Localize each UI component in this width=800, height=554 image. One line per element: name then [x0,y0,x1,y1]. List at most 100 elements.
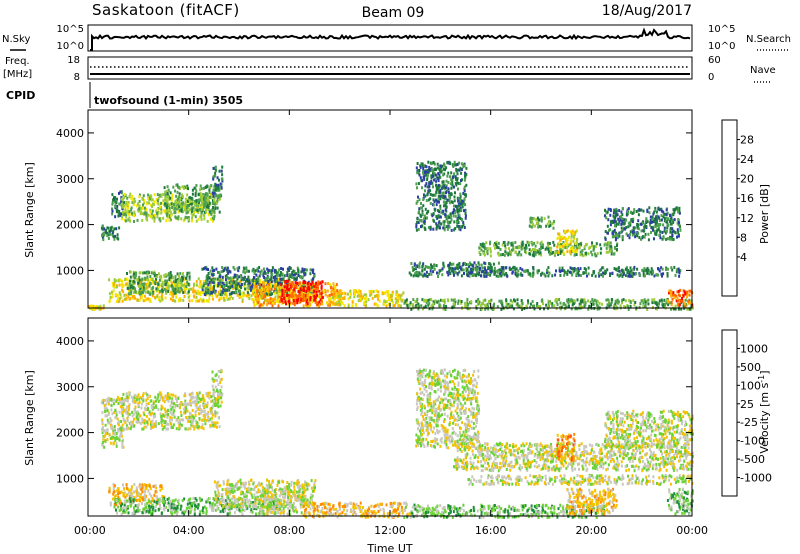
heatmap-cell-0-10 [283,285,286,289]
heatmap-cell-0-14 [453,172,456,176]
heatmap-cell-0-6 [214,283,217,287]
heatmap-cell-0-11 [376,295,379,298]
heatmap-cell-0-11 [340,289,343,293]
heatmap-cell-0-12 [527,299,529,303]
heatmap-cell-0-11 [387,293,390,297]
heatmap-cell-0-15 [476,270,479,274]
heatmap-cell-1-0 [121,423,124,427]
heatmap-cell-0-17 [571,229,574,233]
heatmap-cell-0-19 [627,207,630,211]
heatmap-cell-0-16 [489,249,492,253]
heatmap-cell-0-12 [536,302,539,305]
heatmap-cell-0-2 [114,204,117,208]
heatmap-cell-0-4 [184,197,187,201]
heatmap-cell-0-16 [584,253,587,257]
heatmap-cell-0-16 [528,241,531,245]
heatmap-cell-0-12 [427,298,430,302]
heatmap-cell-0-6 [108,278,111,282]
heatmap-cell-0-7 [174,275,177,279]
heatmap-cell-0-8 [221,275,224,279]
heatmap-cell-0-3 [175,207,178,211]
heatmap-cell-0-11 [363,293,366,297]
heatmap-cell-0-14 [417,227,420,231]
heatmap-cell-0-9 [267,290,269,294]
heatmap-cell-0-9 [260,303,262,307]
heatmap-cell-0-9 [333,294,336,298]
heatmap-cell-0-19 [653,210,656,214]
heatmap-cell-0-14 [441,164,444,168]
heatmap-cell-0-9 [267,299,270,303]
heatmap-cell-0-19 [654,222,657,226]
heatmap-cell-0-20 [671,297,674,301]
heatmap-cell-0-3 [206,199,209,203]
heatmap-cell-0-16 [536,241,539,245]
heatmap-cell-1-0 [104,434,107,438]
heatmap-cell-0-20 [684,291,687,295]
heatmap-cell-0-12 [672,307,675,311]
heatmap-cell-0-15 [517,269,520,273]
heatmap-cell-0-6 [197,292,199,296]
heatmap-cell-0-9 [291,291,294,295]
heatmap-cell-1-0 [103,429,106,433]
heatmap-cell-0-16 [544,247,547,251]
heatmap-cell-0-3 [143,212,146,216]
heatmap-cell-0-6 [229,294,232,298]
heatmap-cell-0-16 [483,246,486,250]
heatmap-cell-0-9 [280,301,283,305]
heatmap-cell-1-0 [113,425,116,428]
heatmap-cell-0-12 [405,298,408,302]
heatmap-cell-0-19 [659,236,662,240]
heatmap-cell-0-19 [660,214,663,218]
heatmap-cell-0-14 [441,180,444,184]
heatmap-cell-0-3 [184,205,186,209]
heatmap-cell-0-9 [251,298,254,302]
heatmap-cell-0-13 [468,274,471,278]
heatmap-cell-0-17 [557,232,560,236]
heatmap-cell-0-19 [612,214,615,218]
heatmap-cell-0-4 [213,198,216,202]
heatmap-cell-0-12 [627,307,630,311]
heatmap-cell-0-19 [606,231,609,235]
heatmap-cell-0-6 [233,285,236,289]
heatmap-cell-0-14 [437,172,440,176]
heatmap-cell-0-19 [619,218,622,222]
heatmap-cell-0-7 [170,284,173,288]
heatmap-cell-0-11 [334,302,336,306]
heatmap-cell-0-10 [311,280,314,284]
heatmap-cell-0-12 [567,298,570,302]
heatmap-cell-0-14 [450,186,453,190]
heatmap-cell-1-0 [109,416,112,420]
heatmap-cell-0-14 [417,169,420,173]
heatmap-cell-0-6 [223,298,226,302]
heatmap-cell-0-7 [139,271,142,275]
heatmap-cell-0-4 [172,203,175,206]
heatmap-cell-0-14 [461,199,464,203]
heatmap-cell-0-12 [580,298,583,302]
heatmap-cell-0-6 [125,282,128,286]
heatmap-cell-0-16 [569,252,572,256]
heatmap-cell-0-12 [551,302,554,306]
heatmap-cell-1-0 [108,433,111,437]
heatmap-cell-0-10 [295,298,298,302]
heatmap-cell-0-8 [252,267,255,271]
heatmap-cell-0-4 [163,186,166,190]
heatmap-cell-0-15 [660,272,663,276]
heatmap-cell-0-3 [145,211,148,215]
y-tick-label: 4000 [56,127,84,140]
heatmap-cell-0-13 [483,261,486,265]
heatmap-cell-0-19 [656,216,659,220]
heatmap-cell-0-11 [341,301,344,305]
heatmap-cell-0-3 [149,214,152,218]
heatmap-cell-0-19 [658,233,661,237]
heatmap-cell-0-15 [621,268,624,272]
heatmap-cell-0-8 [291,276,294,279]
heatmap-cell-0-14 [415,182,418,186]
heatmap-cell-0-17 [562,244,564,248]
heatmap-cell-0-13 [472,264,475,268]
heatmap-cell-0-12 [553,304,556,308]
heatmap-cell-0-8 [224,288,227,292]
heatmap-cell-0-12 [475,304,478,308]
heatmap-cell-0-8 [208,276,211,280]
heatmap-cell-0-16 [534,252,537,256]
heatmap-cell-0-7 [126,286,129,290]
